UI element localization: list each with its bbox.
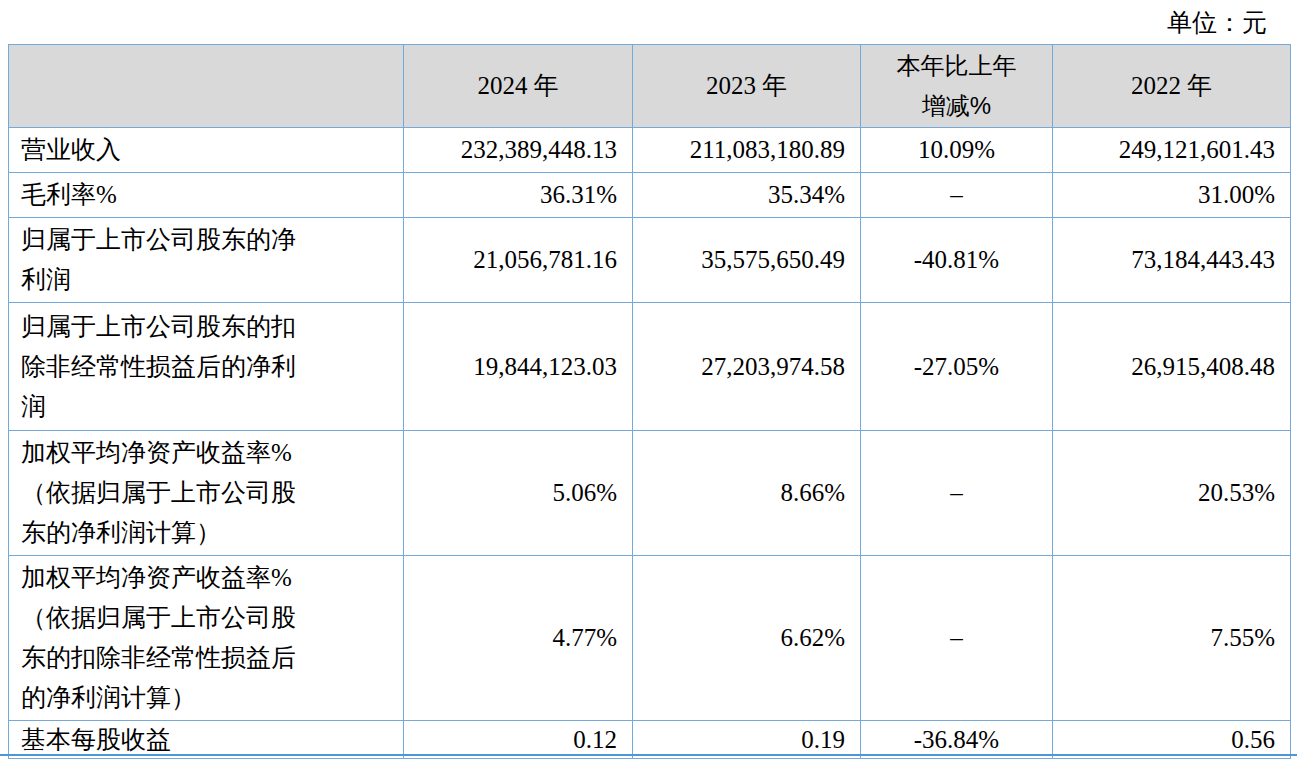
table-row-net-profit-attributable: 归属于上市公司股东的净 利润 21,056,781.16 35,575,650.… — [9, 218, 1291, 303]
row-label: 毛利率% — [9, 173, 404, 218]
value-2022: 31.00% — [1053, 173, 1291, 218]
value-yoy-change: – — [861, 173, 1053, 218]
table-row-gross-margin: 毛利率% 36.31% 35.34% – 31.00% — [9, 173, 1291, 218]
row-label: 归属于上市公司股东的净 利润 — [9, 218, 404, 303]
row-label: 基本每股收益 — [9, 721, 404, 759]
value-2024: 21,056,781.16 — [404, 218, 633, 303]
value-yoy-change: – — [861, 556, 1053, 721]
value-2023: 8.66% — [633, 431, 861, 556]
value-2022: 7.55% — [1053, 556, 1291, 721]
value-2024: 19,844,123.03 — [404, 303, 633, 431]
value-yoy-change: -36.84% — [861, 721, 1053, 759]
header-year-2024: 2024 年 — [404, 45, 633, 128]
value-2024: 4.77% — [404, 556, 633, 721]
value-2022: 26,915,408.48 — [1053, 303, 1291, 431]
financial-indicators-page: 单位：元 2024 年 2023 年 本年比上年 增减% 2022 年 营业收入… — [0, 0, 1297, 761]
page-bottom-divider — [0, 754, 1297, 756]
row-label: 营业收入 — [9, 128, 404, 173]
table-row-basic-eps: 基本每股收益 0.12 0.19 -36.84% 0.56 — [9, 721, 1291, 759]
value-yoy-change: -27.05% — [861, 303, 1053, 431]
value-yoy-change: – — [861, 431, 1053, 556]
value-2023: 211,083,180.89 — [633, 128, 861, 173]
value-2024: 5.06% — [404, 431, 633, 556]
value-2023: 27,203,974.58 — [633, 303, 861, 431]
value-2024: 232,389,448.13 — [404, 128, 633, 173]
header-year-2023: 2023 年 — [633, 45, 861, 128]
value-2022: 249,121,601.43 — [1053, 128, 1291, 173]
header-year-2022: 2022 年 — [1053, 45, 1291, 128]
value-2023: 6.62% — [633, 556, 861, 721]
table-row-weighted-avg-roe-excl-nonrecurring: 加权平均净资产收益率% （依据归属于上市公司股 东的扣除非经常性损益后 的净利润… — [9, 556, 1291, 721]
value-2023: 35.34% — [633, 173, 861, 218]
table-row-net-profit-excl-nonrecurring: 归属于上市公司股东的扣 除非经常性损益后的净利 润 19,844,123.03 … — [9, 303, 1291, 431]
value-yoy-change: 10.09% — [861, 128, 1053, 173]
value-2024: 36.31% — [404, 173, 633, 218]
table-header-row: 2024 年 2023 年 本年比上年 增减% 2022 年 — [9, 45, 1291, 128]
row-label: 加权平均净资产收益率% （依据归属于上市公司股 东的净利润计算） — [9, 431, 404, 556]
value-yoy-change: -40.81% — [861, 218, 1053, 303]
value-2023: 0.19 — [633, 721, 861, 759]
value-2024: 0.12 — [404, 721, 633, 759]
header-indicator-blank — [9, 45, 404, 128]
row-label: 归属于上市公司股东的扣 除非经常性损益后的净利 润 — [9, 303, 404, 431]
unit-label: 单位：元 — [1167, 8, 1267, 38]
table-row-operating-revenue: 营业收入 232,389,448.13 211,083,180.89 10.09… — [9, 128, 1291, 173]
value-2022: 73,184,443.43 — [1053, 218, 1291, 303]
value-2023: 35,575,650.49 — [633, 218, 861, 303]
table-row-weighted-avg-roe: 加权平均净资产收益率% （依据归属于上市公司股 东的净利润计算） 5.06% 8… — [9, 431, 1291, 556]
key-financial-indicators-table: 2024 年 2023 年 本年比上年 增减% 2022 年 营业收入 232,… — [8, 44, 1291, 759]
header-yoy-change: 本年比上年 增减% — [861, 45, 1053, 128]
row-label: 加权平均净资产收益率% （依据归属于上市公司股 东的扣除非经常性损益后 的净利润… — [9, 556, 404, 721]
value-2022: 20.53% — [1053, 431, 1291, 556]
value-2022: 0.56 — [1053, 721, 1291, 759]
